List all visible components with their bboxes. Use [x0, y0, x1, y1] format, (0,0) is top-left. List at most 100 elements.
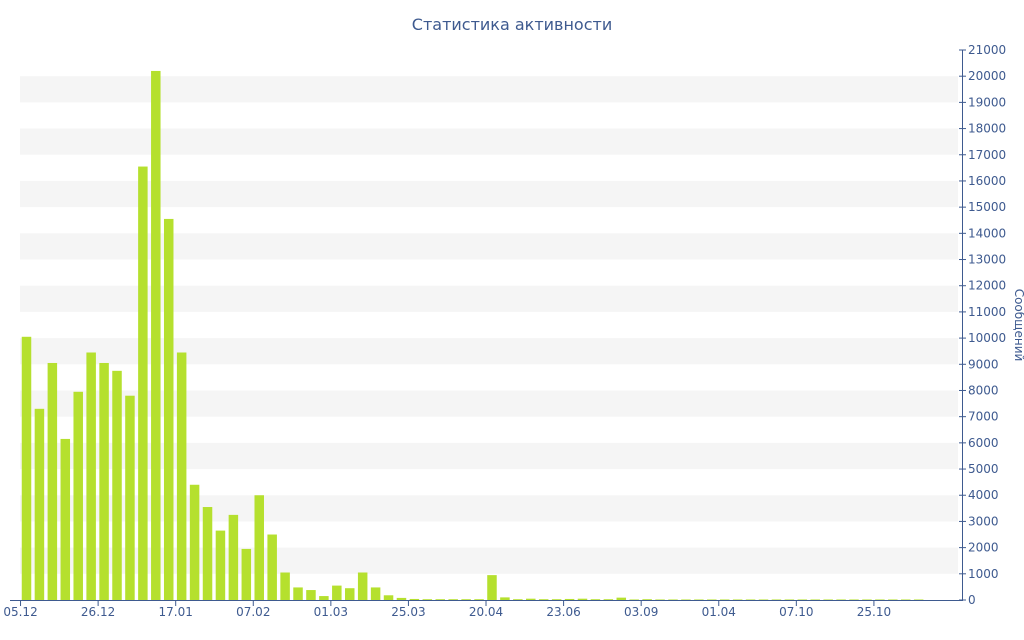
y-tick-label: 13000	[968, 253, 1006, 267]
bar[interactable]	[34, 408, 45, 600]
bar[interactable]	[345, 588, 355, 600]
bar[interactable]	[642, 599, 652, 601]
grid-band	[20, 233, 958, 260]
bar[interactable]	[215, 530, 226, 600]
bar[interactable]	[86, 352, 96, 601]
bar[interactable]	[73, 391, 83, 600]
bar[interactable]	[862, 599, 872, 601]
bar[interactable]	[474, 599, 484, 601]
bar[interactable]	[681, 599, 691, 601]
bar[interactable]	[913, 599, 924, 601]
bar[interactable]	[694, 599, 704, 601]
bar[interactable]	[888, 599, 898, 601]
x-tick-label: 01.03	[314, 605, 348, 619]
bar[interactable]	[112, 370, 122, 600]
y-tick-label: 2000	[968, 541, 999, 555]
bar[interactable]	[707, 599, 717, 601]
bar[interactable]	[875, 599, 885, 601]
grid-band	[20, 76, 958, 103]
y-tick-label: 18000	[968, 122, 1006, 136]
y-tick-label: 3000	[968, 514, 999, 528]
bar[interactable]	[267, 534, 277, 600]
bar[interactable]	[422, 599, 433, 601]
bar[interactable]	[370, 587, 381, 600]
bar[interactable]	[564, 598, 575, 600]
bar[interactable]	[383, 595, 394, 600]
x-tick-label: 17.01	[159, 605, 193, 619]
bar[interactable]	[745, 599, 756, 601]
bar[interactable]	[293, 587, 303, 600]
bar[interactable]	[319, 596, 329, 600]
y-tick-label: 10000	[968, 331, 1006, 345]
grid-band	[20, 442, 958, 470]
y-tick-label: 9000	[968, 357, 999, 371]
bar[interactable]	[629, 599, 639, 601]
bar[interactable]	[409, 598, 420, 600]
grid-band	[20, 390, 958, 417]
bar[interactable]	[719, 599, 730, 601]
bar[interactable]	[21, 336, 32, 600]
bar[interactable]	[758, 599, 769, 601]
bar[interactable]	[500, 597, 510, 600]
bar[interactable]	[668, 599, 678, 601]
bar[interactable]	[47, 362, 58, 600]
bar[interactable]	[900, 599, 911, 601]
bar[interactable]	[60, 438, 71, 600]
bar[interactable]	[577, 598, 588, 600]
bar[interactable]	[771, 599, 782, 601]
bar[interactable]	[151, 70, 161, 600]
bar[interactable]	[616, 597, 627, 600]
bar[interactable]	[435, 599, 446, 601]
bar[interactable]	[487, 575, 497, 600]
bar[interactable]	[448, 599, 458, 601]
bar[interactable]	[590, 599, 601, 601]
bar[interactable]	[461, 599, 471, 601]
bar[interactable]	[810, 599, 820, 601]
bar[interactable]	[332, 585, 342, 600]
bar[interactable]	[823, 599, 833, 601]
y-tick-label: 6000	[968, 436, 999, 450]
grid-band	[20, 128, 958, 155]
x-tick-label: 20.04	[469, 605, 503, 619]
y-tick-label: 20000	[968, 69, 1006, 83]
bar[interactable]	[163, 218, 174, 600]
y-tick-label: 8000	[968, 383, 999, 397]
bar[interactable]	[176, 352, 187, 601]
bar[interactable]	[138, 166, 148, 601]
bar[interactable]	[99, 362, 109, 600]
grid-band	[20, 285, 958, 312]
bar[interactable]	[551, 599, 562, 601]
x-tick-label: 07.10	[779, 605, 813, 619]
x-tick-label: 26.12	[81, 605, 115, 619]
bar[interactable]	[306, 590, 316, 600]
bar[interactable]	[784, 599, 795, 601]
y-axis-ticks: 0 1000 2000 3000 4000 5000 6000 7000 8000 9000 100…	[959, 43, 1006, 607]
grid-band	[20, 547, 958, 574]
bar[interactable]	[849, 599, 859, 601]
bar[interactable]	[603, 599, 614, 601]
bar[interactable]	[836, 599, 846, 601]
bar[interactable]	[125, 395, 135, 600]
bar[interactable]	[797, 599, 808, 601]
bar[interactable]	[241, 548, 252, 600]
bar[interactable]	[228, 514, 239, 600]
bar[interactable]	[732, 599, 743, 601]
x-axis-ticks: 05.12 26.12 17.01 07.02 01.03 25.03 20.04 23.06…	[3, 600, 891, 619]
bar[interactable]	[254, 495, 264, 600]
bar[interactable]	[189, 484, 200, 600]
x-tick-label: 23.06	[546, 605, 580, 619]
bar[interactable]	[526, 598, 536, 600]
y-axis-label: Сообщений	[1012, 289, 1024, 362]
bar[interactable]	[357, 572, 368, 601]
grid-band	[20, 338, 958, 365]
bar[interactable]	[538, 599, 549, 601]
bar[interactable]	[396, 597, 407, 600]
bar[interactable]	[513, 599, 523, 601]
bar[interactable]	[280, 572, 290, 601]
x-tick-label: 03.09	[624, 605, 658, 619]
y-tick-label: 17000	[968, 148, 1006, 162]
y-tick-label: 5000	[968, 462, 999, 476]
bar[interactable]	[202, 507, 213, 600]
bar[interactable]	[655, 599, 665, 601]
